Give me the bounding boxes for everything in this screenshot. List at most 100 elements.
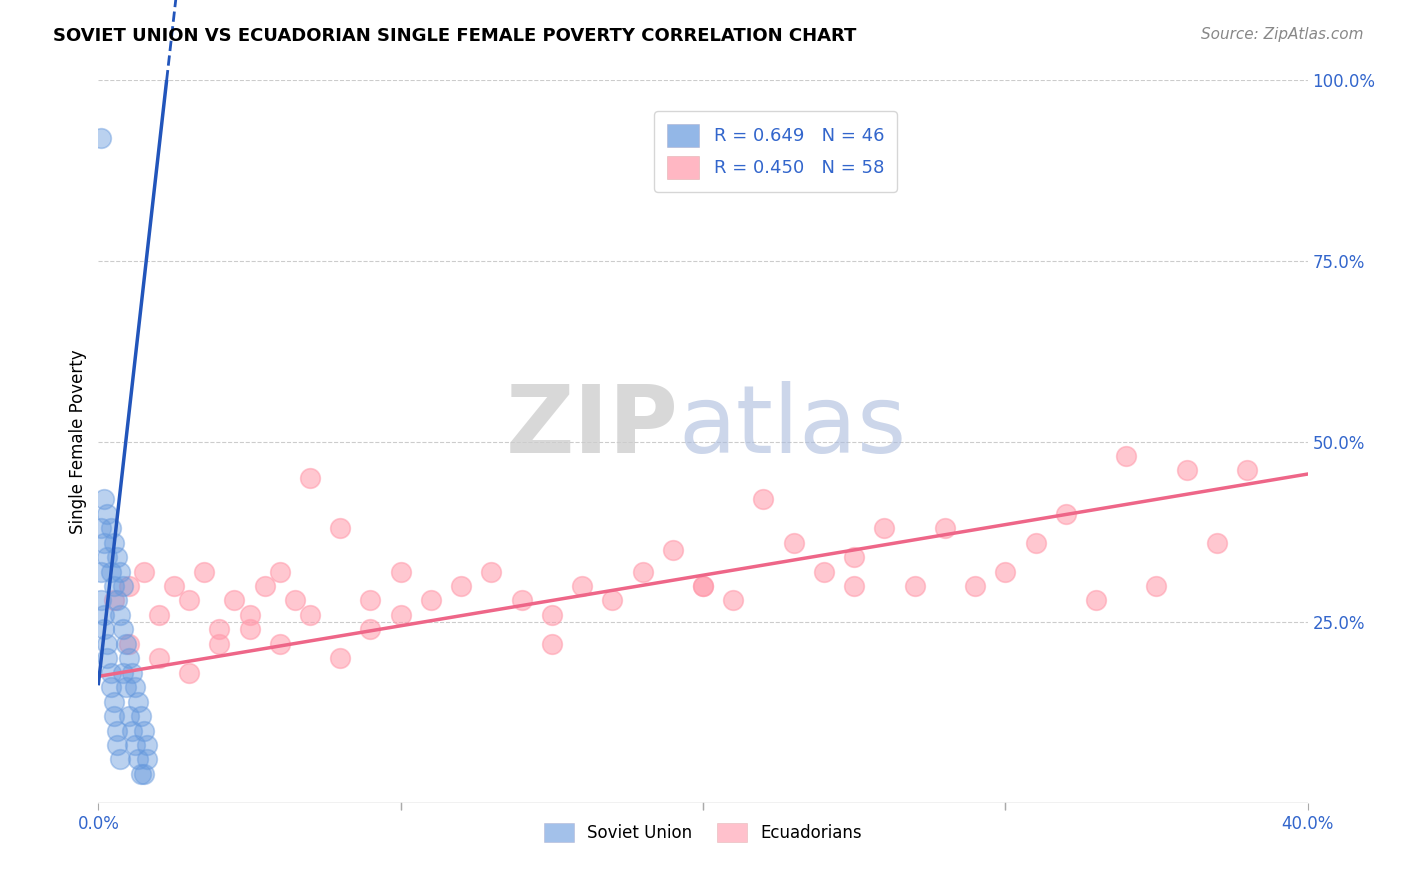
Point	[127, 752, 149, 766]
Point	[105, 723, 128, 738]
Point	[105, 550, 128, 565]
Point	[118, 579, 141, 593]
Point	[111, 665, 134, 680]
Point	[360, 623, 382, 637]
Point	[783, 535, 806, 549]
Point	[965, 579, 987, 593]
Point	[114, 680, 136, 694]
Point	[163, 579, 186, 593]
Text: ZIP: ZIP	[506, 381, 679, 473]
Point	[179, 665, 201, 680]
Point	[299, 470, 322, 484]
Point	[114, 637, 136, 651]
Point	[389, 565, 412, 579]
Point	[148, 651, 170, 665]
Point	[420, 593, 443, 607]
Point	[540, 637, 562, 651]
Point	[571, 579, 593, 593]
Point	[299, 607, 322, 622]
Point	[813, 565, 835, 579]
Point	[692, 579, 714, 593]
Point	[96, 507, 118, 521]
Text: SOVIET UNION VS ECUADORIAN SINGLE FEMALE POVERTY CORRELATION CHART: SOVIET UNION VS ECUADORIAN SINGLE FEMALE…	[53, 27, 856, 45]
Legend: Soviet Union, Ecuadorians: Soviet Union, Ecuadorians	[537, 816, 869, 848]
Point	[93, 623, 115, 637]
Point	[103, 695, 125, 709]
Point	[1206, 535, 1229, 549]
Point	[135, 738, 157, 752]
Point	[269, 565, 291, 579]
Point	[1115, 449, 1137, 463]
Point	[540, 607, 562, 622]
Point	[844, 550, 866, 565]
Point	[723, 593, 745, 607]
Point	[100, 680, 122, 694]
Point	[100, 565, 122, 579]
Point	[90, 131, 112, 145]
Point	[90, 593, 112, 607]
Point	[692, 579, 714, 593]
Point	[208, 637, 231, 651]
Point	[1175, 463, 1198, 477]
Point	[329, 651, 352, 665]
Text: atlas: atlas	[679, 381, 907, 473]
Point	[118, 651, 141, 665]
Point	[121, 665, 143, 680]
Point	[132, 767, 155, 781]
Point	[105, 593, 128, 607]
Point	[96, 651, 118, 665]
Point	[602, 593, 624, 607]
Point	[124, 738, 146, 752]
Point	[111, 623, 134, 637]
Point	[103, 709, 125, 723]
Point	[389, 607, 412, 622]
Point	[481, 565, 503, 579]
Point	[284, 593, 307, 607]
Point	[129, 709, 152, 723]
Point	[100, 521, 122, 535]
Point	[96, 550, 118, 565]
Point	[148, 607, 170, 622]
Point	[253, 579, 276, 593]
Point	[108, 752, 131, 766]
Point	[239, 623, 262, 637]
Point	[103, 593, 125, 607]
Point	[103, 579, 125, 593]
Point	[111, 579, 134, 593]
Point	[329, 521, 352, 535]
Point	[269, 637, 291, 651]
Point	[108, 565, 131, 579]
Point	[1144, 579, 1167, 593]
Point	[510, 593, 533, 607]
Point	[844, 579, 866, 593]
Point	[127, 695, 149, 709]
Point	[661, 542, 683, 557]
Point	[631, 565, 654, 579]
Point	[752, 492, 775, 507]
Point	[224, 593, 246, 607]
Point	[129, 767, 152, 781]
Point	[108, 607, 131, 622]
Point	[1085, 593, 1108, 607]
Point	[208, 623, 231, 637]
Point	[239, 607, 262, 622]
Point	[132, 723, 155, 738]
Point	[1054, 507, 1077, 521]
Point	[90, 521, 112, 535]
Point	[103, 535, 125, 549]
Point	[179, 593, 201, 607]
Text: Source: ZipAtlas.com: Source: ZipAtlas.com	[1201, 27, 1364, 42]
Point	[934, 521, 956, 535]
Point	[450, 579, 472, 593]
Point	[135, 752, 157, 766]
Y-axis label: Single Female Poverty: Single Female Poverty	[69, 350, 87, 533]
Point	[873, 521, 896, 535]
Point	[121, 723, 143, 738]
Point	[193, 565, 215, 579]
Point	[96, 637, 118, 651]
Point	[93, 607, 115, 622]
Point	[360, 593, 382, 607]
Point	[90, 565, 112, 579]
Point	[1024, 535, 1046, 549]
Point	[904, 579, 927, 593]
